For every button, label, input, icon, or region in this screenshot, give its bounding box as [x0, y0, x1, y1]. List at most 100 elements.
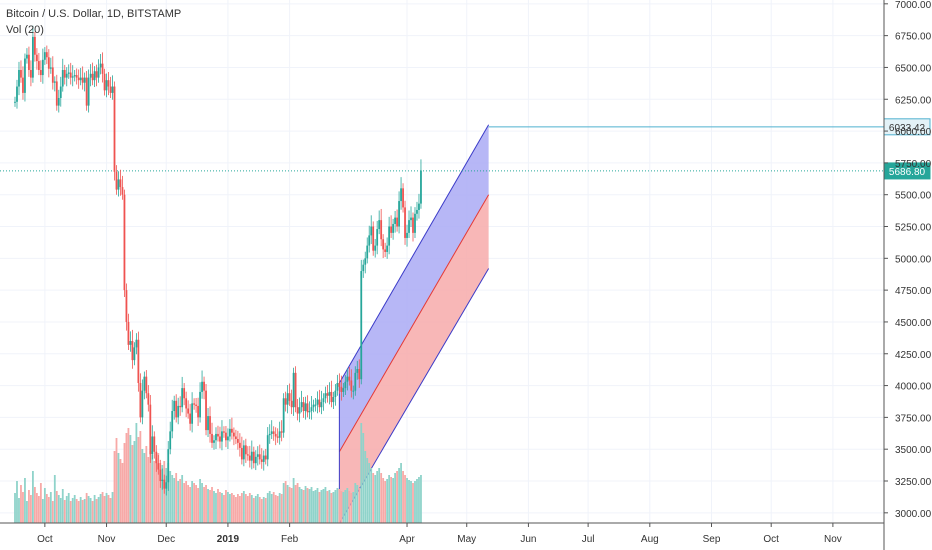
- volume-bar: [394, 473, 396, 523]
- volume-bar: [420, 475, 422, 523]
- volume-bar: [32, 471, 34, 523]
- chart-legend: Bitcoin / U.S. Dollar, 1D, BITSTAMP Vol …: [6, 6, 181, 38]
- x-tick-label: Jun: [520, 534, 536, 545]
- y-tick-label: 5750.00: [895, 159, 932, 170]
- volume-bar: [77, 501, 80, 523]
- candle-body: [45, 52, 48, 58]
- volume-bar: [67, 493, 70, 523]
- candle-body: [99, 63, 102, 68]
- candle-body: [79, 77, 82, 81]
- candle-body: [264, 455, 267, 460]
- x-tick-label: Oct: [37, 534, 53, 545]
- regression-channel[interactable]: [338, 124, 490, 524]
- volume-bar: [274, 495, 277, 523]
- candle-body: [268, 433, 271, 436]
- candle-body: [47, 57, 50, 69]
- volume-bar: [61, 489, 64, 523]
- candle-body: [30, 69, 32, 78]
- volume-bar: [51, 501, 54, 523]
- symbol-title[interactable]: Bitcoin / U.S. Dollar, 1D, BITSTAMP: [6, 8, 182, 20]
- candle-body: [149, 404, 152, 455]
- volume-bar: [179, 479, 182, 523]
- candle-body: [404, 207, 406, 238]
- y-tick-label: 6500.00: [895, 63, 932, 74]
- candle-body: [89, 73, 92, 78]
- volume-bar: [310, 487, 313, 523]
- volume-bar: [364, 451, 367, 523]
- candle-body: [159, 469, 162, 482]
- volume-bar: [20, 485, 22, 523]
- volume-bar: [45, 494, 48, 523]
- volume-bar: [137, 437, 140, 523]
- volume-bar: [234, 497, 237, 523]
- channel-upper-line: [338, 124, 490, 384]
- candle-body: [183, 388, 186, 399]
- volume-bar: [149, 451, 152, 523]
- candle-body: [109, 86, 112, 93]
- volume-bar: [360, 423, 363, 523]
- x-tick-label: May: [457, 534, 476, 545]
- candle-body: [189, 413, 192, 424]
- candle-body: [254, 456, 257, 464]
- candle-body: [330, 391, 333, 403]
- volume-bar: [250, 495, 253, 523]
- volume-bar: [199, 479, 201, 523]
- volume-bar: [151, 455, 154, 523]
- volume-bar: [318, 492, 321, 523]
- candle-body: [167, 449, 170, 483]
- volume-bar: [109, 498, 112, 523]
- candle-body: [14, 101, 16, 103]
- candle-body: [101, 63, 104, 74]
- candle-body: [41, 59, 44, 76]
- volume-bar: [416, 479, 418, 523]
- candle-body: [207, 416, 209, 431]
- volume-bar: [153, 461, 156, 523]
- volume-bar: [43, 488, 46, 523]
- candle-body: [111, 86, 114, 93]
- candle-body: [69, 72, 72, 78]
- candle-body: [374, 245, 377, 251]
- volume-bar: [396, 471, 398, 523]
- candle-body: [61, 69, 64, 87]
- volume-bar: [41, 499, 44, 523]
- candle-body: [181, 388, 184, 408]
- volume-bar: [169, 471, 172, 523]
- candle-body: [262, 455, 265, 462]
- volume-bar: [346, 488, 349, 523]
- candle-body: [260, 459, 263, 462]
- candle-body: [93, 71, 96, 81]
- candle-body: [384, 249, 387, 252]
- candle-body: [390, 226, 393, 233]
- candle-body: [55, 81, 58, 106]
- volume-bar: [390, 477, 393, 523]
- volume-bar: [388, 475, 391, 523]
- volume-bar: [14, 493, 16, 523]
- volume-bar: [340, 491, 343, 523]
- volume-bar: [332, 492, 335, 523]
- candle-body: [225, 432, 227, 441]
- candle-body: [65, 73, 68, 78]
- volume-indicator-label[interactable]: Vol (20): [6, 24, 44, 36]
- candle-body: [97, 67, 100, 78]
- candle-body: [250, 451, 253, 461]
- y-tick-label: 4000.00: [895, 382, 932, 393]
- volume-bar: [85, 493, 88, 523]
- volume-bar: [278, 493, 281, 523]
- volume-bar: [418, 477, 420, 523]
- candle-body: [223, 431, 225, 433]
- volume-bar: [233, 495, 235, 523]
- candle-body: [308, 411, 311, 413]
- volume-bar: [30, 495, 32, 523]
- y-tick-label: 7000.00: [895, 0, 932, 11]
- candle-body: [137, 339, 140, 384]
- candle-body: [71, 76, 74, 78]
- volume-bar: [187, 485, 190, 523]
- last-price-label: 5686.80: [889, 167, 926, 178]
- candle-body: [95, 71, 98, 78]
- volume-bar: [111, 492, 114, 523]
- candle-body: [153, 436, 156, 452]
- candle-body: [368, 235, 371, 246]
